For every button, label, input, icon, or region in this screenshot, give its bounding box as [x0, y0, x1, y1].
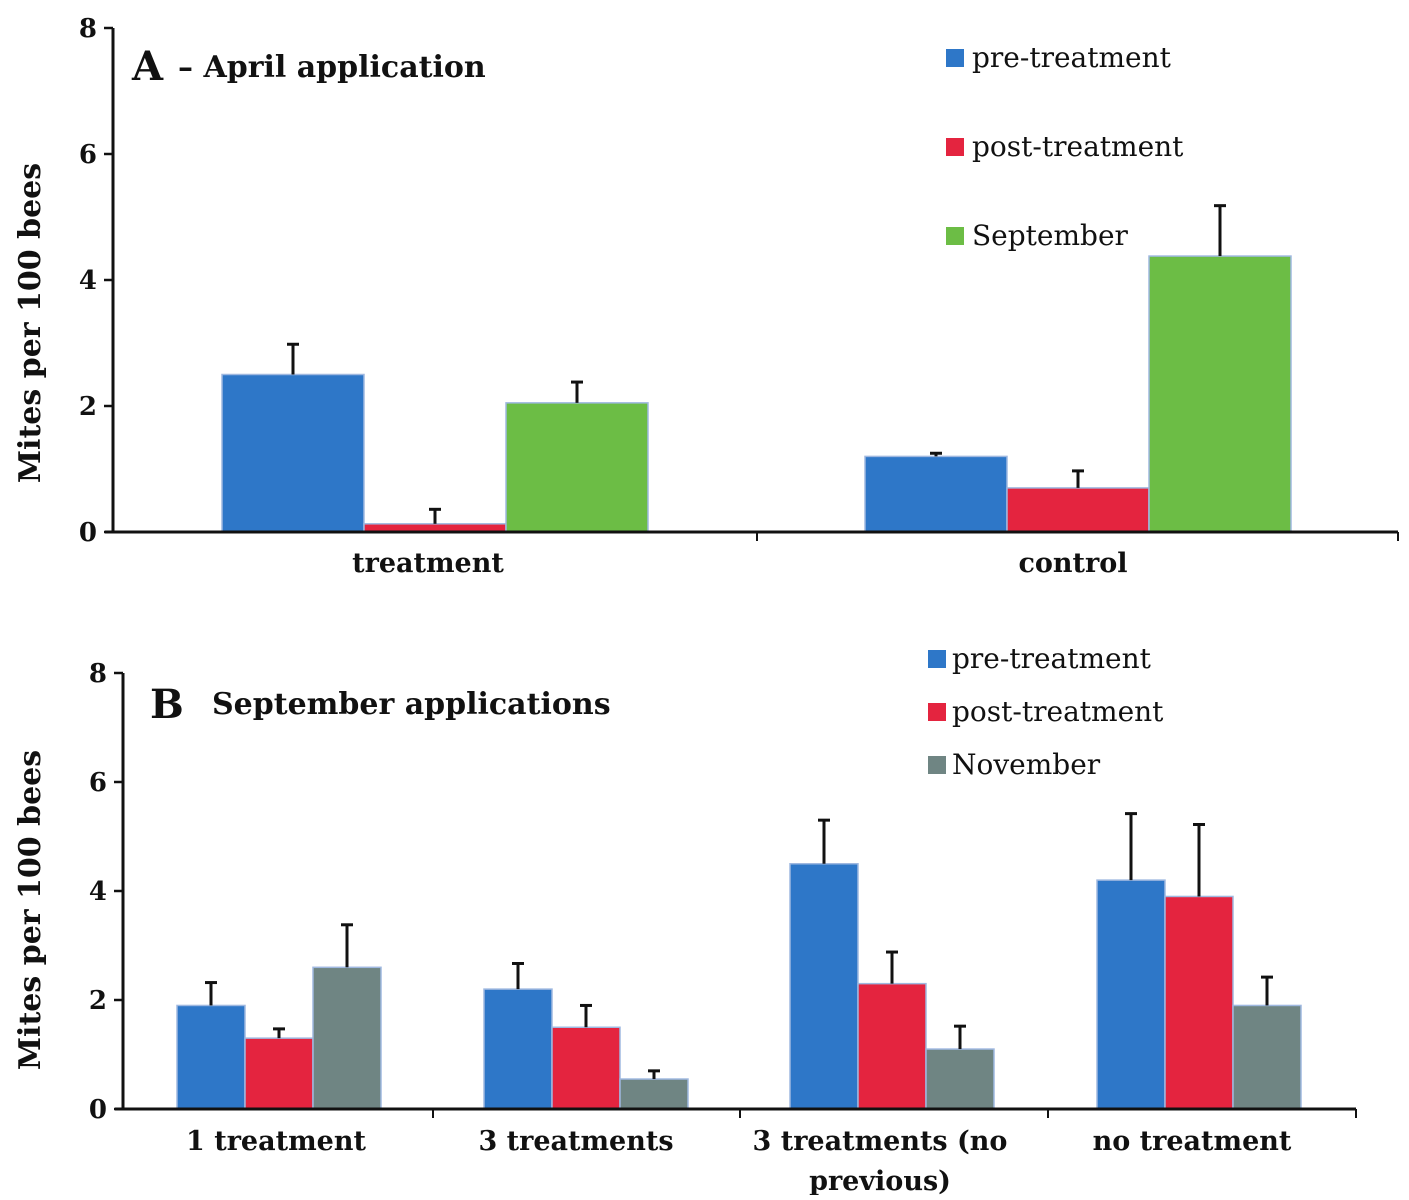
panel-a-legend-swatch: [946, 138, 964, 156]
panel-b-category-label: 3 treatments (no previous): [753, 1126, 1008, 1195]
panel-a-bar: [1148, 255, 1292, 533]
panel-b-letter: B: [150, 681, 184, 728]
panel-a-legend-label: September: [972, 219, 1129, 252]
panel-a-bar: [221, 373, 365, 533]
panel-a-title: – April application: [178, 50, 486, 85]
panel-b-legend-label: pre-treatment: [952, 642, 1152, 675]
panel-a-y-tick-label: 8: [79, 14, 97, 44]
panel-b-bar: [312, 966, 382, 1110]
panel-b-legend-swatch: [928, 703, 946, 721]
panel-b-y-tick-label: 2: [89, 986, 107, 1016]
panel-b-bar: [1164, 895, 1234, 1110]
panel-b-legend-label: post-treatment: [952, 695, 1164, 728]
panel-a-legend-label: post-treatment: [972, 130, 1184, 163]
panel-a-y-axis-label: Mites per 100 bees: [13, 163, 48, 483]
panel-b-category-label: 3 treatments: [478, 1126, 673, 1157]
panel-a-bar: [1006, 487, 1150, 533]
panel-b-bar: [483, 988, 553, 1110]
panel-a-legend-swatch: [946, 227, 964, 245]
panel-b-bar: [551, 1026, 621, 1110]
panel-b-legend-label: November: [952, 748, 1101, 781]
panel-b-category-label: no treatment: [1093, 1126, 1292, 1157]
panel-b-bar: [789, 863, 859, 1110]
panel-a-category-label: control: [1018, 548, 1127, 579]
panel-a-bar: [864, 455, 1008, 533]
panel-b-bar: [925, 1048, 995, 1110]
panel-b-y-tick-label: 8: [89, 659, 107, 689]
panel-a-category-label: treatment: [352, 548, 504, 579]
panel-b-title: September applications: [212, 687, 611, 722]
panel-b-bar: [176, 1004, 246, 1110]
panel-b-y-tick-label: 0: [89, 1095, 107, 1125]
panel-b-category-label: 1 treatment: [186, 1126, 366, 1157]
panel-a-legend-label: pre-treatment: [972, 41, 1172, 74]
panel-a-y-tick-label: 0: [79, 518, 97, 548]
panel-b-bar: [619, 1078, 689, 1110]
panel-a-letter: A: [131, 43, 164, 90]
panel-b-y-tick-label: 4: [89, 877, 107, 907]
panel-b-bar: [1232, 1004, 1302, 1110]
panel-a-y-tick-label: 2: [79, 392, 97, 422]
panel-b-y-axis-label: Mites per 100 bees: [13, 750, 48, 1070]
panel-b-legend-swatch: [928, 650, 946, 668]
panel-b-y-tick-label: 6: [89, 768, 107, 798]
panel-a-y-tick-label: 4: [79, 266, 97, 296]
panel-b-bar: [857, 982, 927, 1110]
panel-a-y-tick-label: 6: [79, 140, 97, 170]
panel-a-legend-swatch: [946, 49, 964, 67]
panel-b-bar: [1096, 879, 1166, 1110]
panel-b-legend-swatch: [928, 756, 946, 774]
panel-a-bar: [505, 402, 649, 533]
panel-b-bar: [244, 1037, 314, 1110]
